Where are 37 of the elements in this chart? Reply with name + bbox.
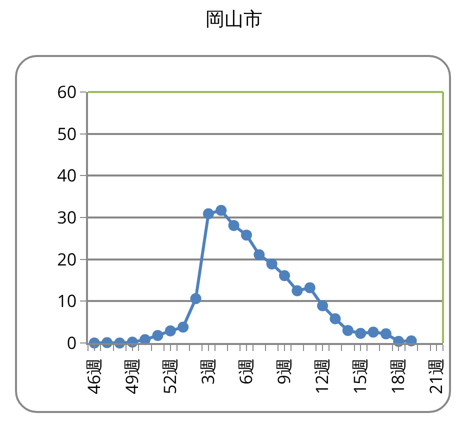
point: [190, 293, 202, 304]
point: [202, 208, 214, 220]
point: [152, 330, 164, 341]
point: [216, 204, 227, 216]
x-tick-label: 49週: [120, 358, 143, 394]
x-tick-label: 21週: [424, 358, 448, 394]
point: [342, 324, 354, 336]
x-tick-label: 15週: [348, 358, 372, 394]
point: [355, 328, 366, 339]
y-tick-label: 50: [57, 122, 77, 145]
point: [254, 249, 265, 260]
y-tick-label: 60: [57, 80, 77, 103]
point: [304, 282, 316, 294]
chart-title: 岡山市: [206, 8, 262, 31]
y-tick-label: 40: [57, 164, 77, 187]
point: [292, 285, 303, 296]
point: [330, 313, 341, 324]
y-tick-label: 30: [57, 205, 77, 228]
x-tick-label: 46週: [82, 358, 105, 394]
x-tick-label: 3週: [196, 358, 219, 385]
x-tick-label: 6週: [234, 358, 258, 385]
x-tick-label: 52週: [158, 358, 181, 394]
point: [240, 230, 252, 241]
point: [164, 325, 176, 336]
point: [279, 270, 290, 282]
x-tick-label: 12週: [310, 358, 334, 394]
point: [317, 300, 328, 312]
y-tick-label: 10: [57, 289, 77, 312]
point: [178, 322, 189, 333]
y-tick-label: 0: [66, 330, 77, 354]
x-tick-label: 9週: [272, 358, 296, 385]
point: [266, 258, 278, 270]
point: [368, 326, 379, 338]
y-tick-label: 20: [57, 247, 77, 270]
point: [228, 220, 240, 231]
point: [380, 328, 392, 340]
x-tick-label: 18週: [386, 358, 410, 394]
